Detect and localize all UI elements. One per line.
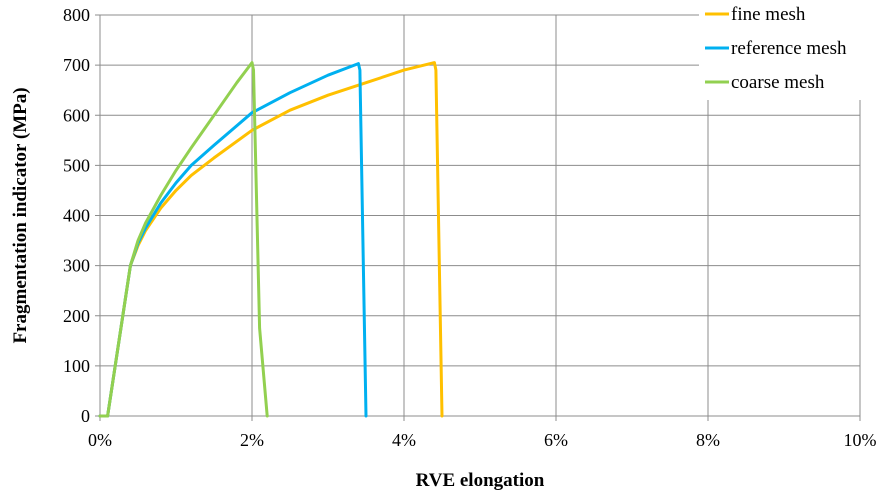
- x-tick-label: 4%: [392, 430, 416, 450]
- x-tick-label: 10%: [844, 430, 877, 450]
- y-tick-label: 700: [63, 55, 90, 75]
- legend-background: [699, 0, 889, 100]
- y-tick-label: 500: [63, 155, 90, 175]
- x-tick-label: 0%: [88, 430, 112, 450]
- x-axis-title: RVE elongation: [416, 470, 545, 491]
- x-tick-label: 8%: [696, 430, 720, 450]
- axes: [95, 14, 861, 421]
- y-tick-label: 100: [63, 356, 90, 376]
- legend-label: reference mesh: [731, 38, 847, 59]
- legend: fine mesh reference mesh coarse mesh: [705, 4, 847, 93]
- tick-labels: 0 100 200 300 400 500 600 700 800 0% 2% 4% 6% 8% 10%: [63, 5, 877, 450]
- y-tick-label: 300: [63, 256, 90, 276]
- series-line-coarse-mesh: [98, 61, 269, 418]
- legend-label: fine mesh: [731, 4, 806, 25]
- x-tick-label: 2%: [240, 430, 264, 450]
- y-tick-label: 200: [63, 306, 90, 326]
- series-lines: [98, 61, 444, 418]
- y-axis-title: Fragmentation indicator (MPa): [10, 87, 31, 343]
- y-tick-label: 600: [63, 105, 90, 125]
- legend-label: coarse mesh: [731, 72, 825, 93]
- y-tick-label: 800: [63, 5, 90, 25]
- x-tick-label: 6%: [544, 430, 568, 450]
- y-tick-label: 400: [63, 206, 90, 226]
- y-tick-label: 0: [81, 406, 90, 426]
